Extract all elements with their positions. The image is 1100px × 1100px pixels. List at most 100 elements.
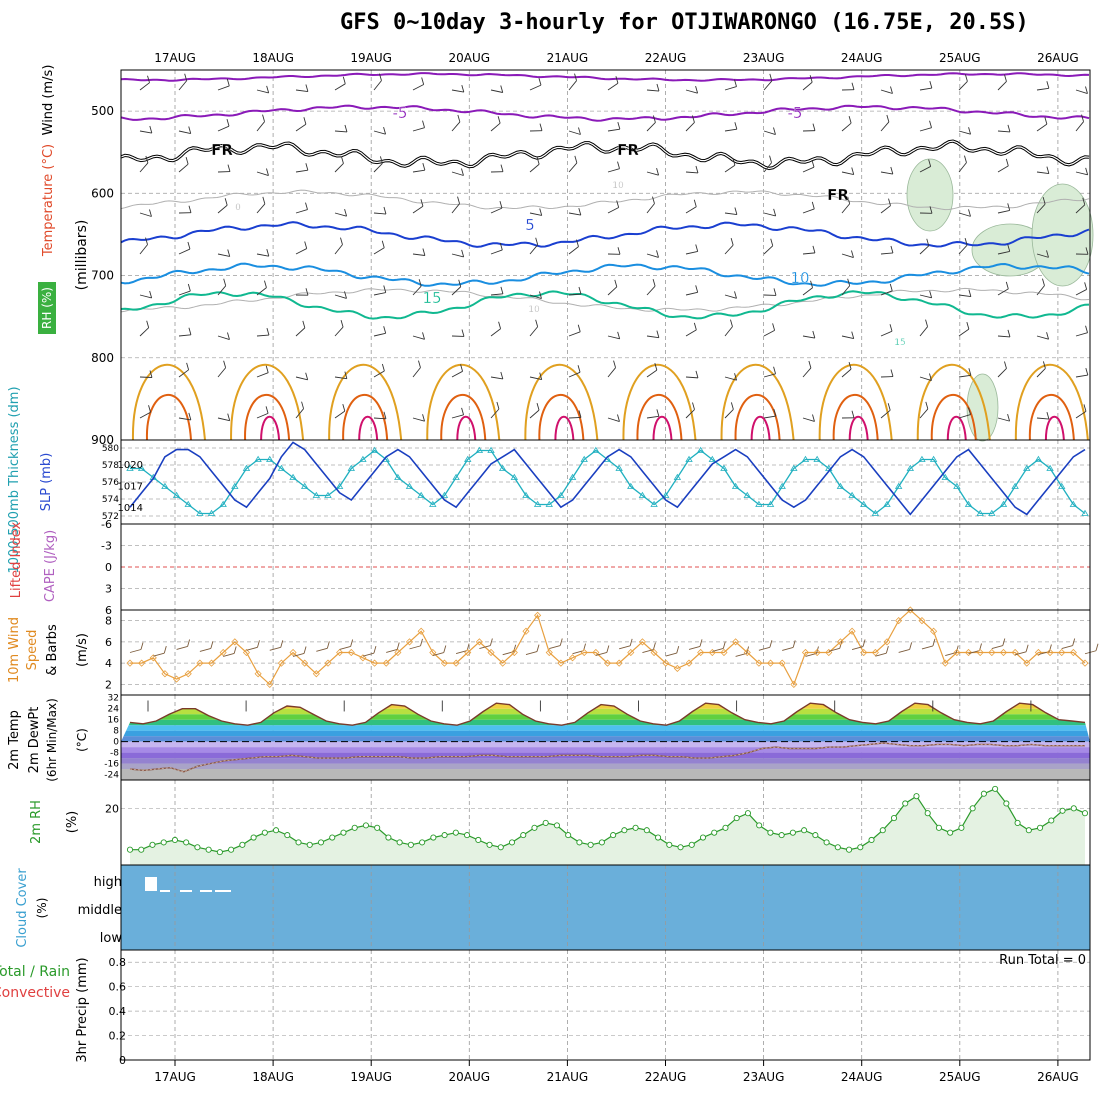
wind-barb-flag (1046, 166, 1050, 174)
temp-band (121, 719, 1090, 726)
wind-barb-flag (265, 406, 269, 414)
wind-barb (373, 80, 382, 91)
wind-barb-10m (1015, 651, 1027, 656)
wind-barb (490, 122, 501, 132)
isotherm-30 (1044, 415, 1065, 441)
wind-barb (529, 376, 542, 381)
wind-barb (139, 376, 153, 378)
thickness-tick: 574 (102, 495, 119, 505)
isotherm-20 (818, 363, 893, 441)
wind-barb-10m-flag (955, 645, 959, 653)
wind-barb-10m (525, 651, 538, 656)
wind-barb (1075, 89, 1088, 94)
date-label-bottom: 17AUG (154, 1070, 196, 1084)
wind-barb-flag (888, 198, 891, 206)
wind-barb-10m (968, 650, 980, 654)
wind-barb-10m (642, 649, 654, 654)
wind-barb (880, 89, 893, 94)
rh-marker (1025, 827, 1032, 834)
isotherm-25 (1028, 393, 1075, 441)
wind-barb-flag (929, 120, 932, 128)
wind-barb (451, 414, 464, 419)
wind-barb-10m-flag (699, 639, 703, 647)
wind-barb (724, 164, 736, 173)
slp-line (129, 441, 1086, 516)
wind-barb-flag (379, 73, 382, 81)
wind-barb (880, 205, 891, 214)
isotherm-20 (230, 363, 305, 441)
wind-speed-marker (277, 659, 285, 667)
wind-barb-flag (656, 409, 660, 417)
temp-band (121, 736, 1090, 742)
wind-speed-marker (149, 654, 157, 662)
wind-barb-flag (304, 241, 308, 249)
thickness-marker (755, 500, 763, 507)
wind-barb-flag (1042, 197, 1046, 205)
date-label-top: 20AUG (449, 51, 491, 65)
wind-barb-flag (773, 208, 777, 217)
rh-marker (913, 793, 920, 800)
rh-marker (992, 785, 999, 792)
thickness-marker (650, 500, 658, 507)
wind-barb (568, 293, 581, 296)
rh-marker (789, 829, 796, 836)
wind-barb-flag (1085, 325, 1088, 333)
wind-barb-flag (926, 238, 930, 246)
rh-marker (149, 841, 156, 848)
thickness-marker (557, 491, 565, 498)
rh-marker (1014, 819, 1021, 826)
thickness-marker (1081, 509, 1089, 516)
wind-barb-flag (773, 288, 777, 296)
wind-barb-flag (188, 205, 192, 213)
wind-barb-flag (1044, 117, 1048, 125)
temp-band (121, 725, 1090, 731)
rh-marker (935, 824, 942, 831)
rh-marker (778, 832, 785, 839)
isotherm-20 (524, 363, 599, 441)
wind-speed-marker (627, 648, 635, 657)
wind-barb (412, 253, 425, 256)
wind-barb (490, 249, 503, 255)
wind-barb-flag (734, 373, 737, 381)
thickness-marker (196, 509, 204, 516)
panel-frame-upper (120, 69, 1091, 441)
wind-barb (139, 212, 152, 217)
wind-barb-flag (539, 372, 543, 380)
wind-speed-line (130, 609, 1086, 686)
wind-barb (451, 286, 462, 296)
wind-barb (841, 253, 854, 258)
wind-barb-flag (383, 127, 387, 135)
dewpt-line-inner (129, 742, 1085, 773)
wind-barb-10m-flag (676, 645, 680, 654)
wind-speed-marker (173, 675, 181, 683)
wind-barb (568, 80, 577, 91)
wind-barb-flag (769, 155, 772, 163)
date-label-top: 18AUG (252, 51, 294, 65)
rh-axis-label: 2m RH (29, 800, 44, 844)
isotherm-10 (120, 262, 1090, 287)
wind-speed-marker (988, 648, 996, 657)
wind-speed-marker (336, 648, 344, 657)
rh-marker (317, 839, 325, 846)
wind-barb-flag (145, 155, 149, 164)
wind-speed-marker (557, 659, 565, 667)
wind-barb-flag (498, 321, 502, 329)
wind-barb-flag (461, 249, 465, 258)
wind-barb (958, 414, 971, 419)
wind-barb (607, 286, 618, 296)
wind-speed-marker (638, 638, 647, 646)
wind-barb (451, 89, 464, 93)
wind-speed-marker (475, 638, 483, 646)
wind-barb-flag (305, 163, 309, 171)
wind-barb-10m-flag (629, 638, 633, 646)
wind-barb-flag (227, 413, 231, 421)
wind-barb (295, 327, 306, 337)
wind-barb-flag (461, 407, 465, 415)
wind-barb-flag (613, 360, 616, 368)
thickness-marker (662, 491, 670, 498)
wind-barb (607, 168, 620, 173)
wind-barb-flag (266, 249, 270, 257)
wind-barb-flag (421, 77, 425, 85)
wind-speed-marker (301, 659, 309, 667)
rh-marker (565, 832, 572, 839)
